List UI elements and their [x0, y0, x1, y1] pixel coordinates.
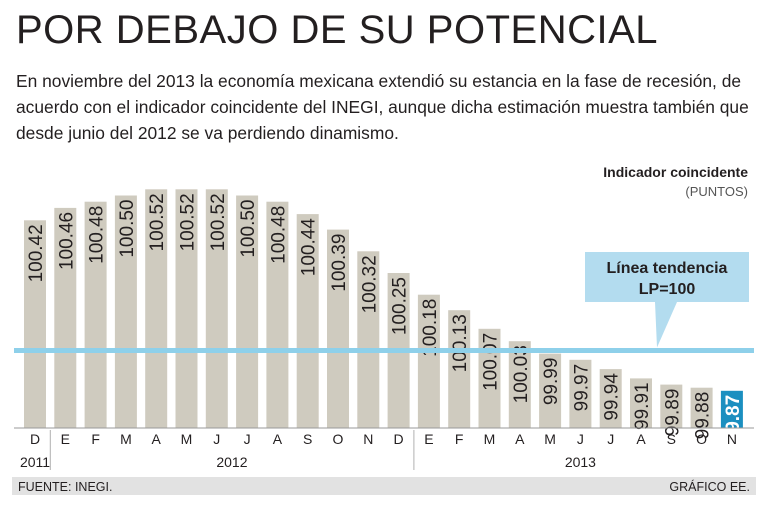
x-tick-label: A — [152, 431, 162, 447]
data-label: 100.18 — [420, 299, 441, 357]
bar — [599, 369, 622, 428]
x-tick-label: O — [696, 431, 707, 447]
source-note: FUENTE: INEGI. — [18, 480, 117, 494]
bar — [720, 390, 743, 428]
x-tick-label: N — [727, 431, 737, 447]
callout-pointer — [655, 302, 677, 348]
bar — [84, 201, 107, 428]
data-label: 100.42 — [26, 224, 47, 282]
bar — [24, 220, 46, 428]
x-tick-label: D — [394, 431, 404, 447]
x-tick-label: S — [303, 431, 312, 447]
x-tick-label: E — [61, 431, 70, 447]
data-label: 100.44 — [299, 218, 320, 277]
x-tick-label: E — [424, 431, 433, 447]
data-label: 100.46 — [56, 212, 77, 270]
x-tick-label: A — [515, 431, 525, 447]
data-label: 100.25 — [390, 277, 411, 335]
data-label: 99.97 — [571, 364, 592, 412]
data-label: 100.48 — [87, 206, 108, 264]
x-tick-label: J — [607, 431, 614, 447]
bar — [54, 207, 77, 428]
x-tick-label: O — [333, 431, 344, 447]
data-label: 99.87 — [723, 395, 744, 443]
bar — [448, 310, 471, 428]
bar — [357, 251, 380, 428]
data-label: 100.52 — [208, 193, 229, 251]
x-tick-label: F — [455, 431, 464, 447]
bar — [478, 328, 501, 428]
trend-label: Línea tendencia — [607, 260, 728, 277]
indicator-units: (PUNTOS) — [685, 184, 748, 199]
bar — [660, 384, 683, 428]
trend-value-label: LP=100 — [639, 281, 696, 298]
trend-line — [14, 348, 754, 353]
bar — [327, 229, 349, 428]
data-label: 100.07 — [481, 333, 502, 391]
x-tick-label: J — [577, 431, 584, 447]
x-tick-label: N — [363, 431, 373, 447]
x-tick-label: S — [667, 431, 676, 447]
x-tick-label: M — [484, 431, 496, 447]
bar — [690, 387, 713, 428]
indicator-title: Indicador coincidente — [603, 164, 748, 180]
year-label: 2013 — [565, 454, 596, 470]
credit-note: GRÁFICO EE. — [665, 480, 750, 494]
x-tick-label: J — [213, 431, 220, 447]
data-label: 100.03 — [511, 345, 532, 403]
year-label: 2012 — [216, 454, 247, 470]
bar — [417, 294, 440, 428]
bar — [508, 341, 531, 428]
data-label: 100.52 — [178, 193, 199, 251]
chart-subtitle: En noviembre del 2013 la economía mexica… — [16, 71, 749, 143]
chart-title: POR DEBAJO DE SU POTENCIAL — [16, 8, 659, 52]
bar — [539, 353, 562, 428]
x-tick-label: M — [181, 431, 193, 447]
data-label: 100.32 — [359, 255, 380, 313]
data-label: 99.88 — [693, 392, 714, 440]
data-label: 99.91 — [632, 382, 653, 430]
x-tick-label: J — [244, 431, 251, 447]
data-label: 99.99 — [541, 358, 562, 406]
bar — [630, 378, 652, 428]
trend-callout — [585, 252, 749, 302]
data-label: 99.94 — [602, 373, 623, 421]
x-tick-label: M — [120, 431, 132, 447]
bar — [569, 359, 592, 428]
bar — [175, 189, 198, 428]
data-label: 100.48 — [268, 206, 289, 264]
bar — [114, 195, 137, 428]
data-label: 100.52 — [147, 193, 168, 251]
x-tick-label: A — [636, 431, 646, 447]
x-tick-label: F — [91, 431, 100, 447]
bar — [266, 201, 289, 428]
data-label: 100.13 — [450, 314, 471, 372]
bar — [236, 195, 259, 428]
x-tick-label: D — [30, 431, 40, 447]
bar — [296, 214, 319, 428]
bar — [205, 189, 228, 428]
x-tick-label: A — [273, 431, 283, 447]
data-label: 100.50 — [238, 200, 259, 258]
x-tick-label: M — [544, 431, 556, 447]
data-label: 99.89 — [662, 389, 683, 437]
bar — [145, 189, 168, 428]
data-label: 100.50 — [117, 200, 138, 258]
footer-bar — [12, 477, 756, 495]
year-label: 2011 — [20, 454, 50, 470]
data-label: 100.39 — [329, 234, 350, 292]
